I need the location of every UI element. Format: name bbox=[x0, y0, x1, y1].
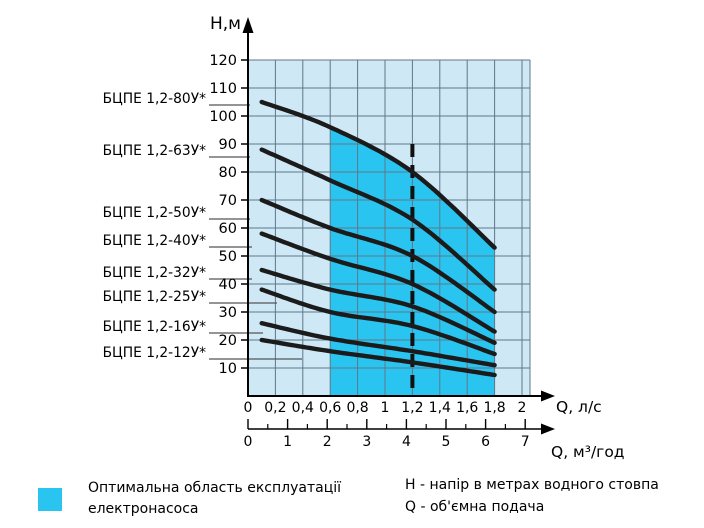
x-tick-label: 0,2 bbox=[264, 400, 286, 416]
optimal-region-swatch bbox=[38, 488, 62, 511]
pump-curve-3 bbox=[259, 197, 497, 315]
x-tick-label: 1,2 bbox=[401, 400, 423, 416]
legend-line1: Оптимальна область експлуатації bbox=[88, 480, 342, 496]
legend-line2: електронасоса bbox=[88, 501, 199, 517]
pump-label-5: БЦПЕ 1,2-32У* bbox=[103, 265, 207, 281]
y-tick-label: 120 bbox=[209, 53, 237, 69]
x-axis2-tick-label: 4 bbox=[402, 434, 411, 450]
pump-label-3: БЦПЕ 1,2-50У* bbox=[103, 205, 207, 221]
x-axis-secondary-title: Q, м³/год bbox=[551, 443, 625, 461]
x-axis2-tick-label: 2 bbox=[323, 434, 332, 450]
x-axis2-tick-label: 3 bbox=[362, 434, 371, 450]
y-tick-label: 80 bbox=[219, 165, 237, 181]
y-tick-label: 20 bbox=[219, 333, 237, 349]
pump-curve-2 bbox=[259, 147, 497, 292]
pump-label-2: БЦПЕ 1,2-63У* bbox=[103, 143, 207, 159]
y-tick-label: 60 bbox=[219, 221, 237, 237]
y-tick-label: 50 bbox=[219, 249, 237, 265]
pump-curve-4 bbox=[259, 231, 497, 334]
x-tick-label: 0,4 bbox=[292, 400, 314, 416]
y-axis-title: Н,м bbox=[210, 14, 241, 34]
y-tick-label: 90 bbox=[219, 137, 237, 153]
axis-notes: Н - напір в метрах водного стовпа Q - об… bbox=[405, 475, 659, 518]
pump-curve-5 bbox=[259, 267, 497, 345]
x-tick-label: 1,4 bbox=[429, 400, 451, 416]
x-tick-label: 1 bbox=[381, 400, 390, 416]
x-axis-arrow bbox=[541, 390, 555, 402]
x-axis2-tick-label: 5 bbox=[442, 434, 451, 450]
y-tick-label: 110 bbox=[209, 81, 237, 97]
pump-label-6: БЦПЕ 1,2-25У* bbox=[103, 289, 207, 305]
pump-label-1: БЦПЕ 1,2-80У* bbox=[103, 91, 207, 107]
legend-text: Оптимальна область експлуатації електрон… bbox=[88, 478, 341, 520]
x-tick-label: 0 bbox=[244, 400, 253, 416]
x-axis2-tick-label: 6 bbox=[481, 434, 490, 450]
legend: Оптимальна область експлуатації електрон… bbox=[38, 478, 341, 520]
y-tick-label: 70 bbox=[219, 193, 237, 209]
x-axis2-tick-label: 1 bbox=[283, 434, 292, 450]
pump-label-4: БЦПЕ 1,2-40У* bbox=[103, 233, 207, 249]
x-tick-label: 1,6 bbox=[456, 400, 478, 416]
x-axis2-tick-label: 0 bbox=[244, 434, 253, 450]
x-axis2-arrow bbox=[541, 423, 555, 435]
pump-curve-7 bbox=[259, 321, 497, 368]
note-flow-definition: Q - об'ємна подача bbox=[405, 498, 545, 515]
pump-label-7: БЦПЕ 1,2-16У* bbox=[103, 319, 207, 335]
y-tick-label: 30 bbox=[219, 305, 237, 321]
pump-curve-6 bbox=[259, 287, 497, 357]
x-tick-label: 0,6 bbox=[319, 400, 341, 416]
y-tick-label: 100 bbox=[209, 109, 237, 125]
y-tick-label: 40 bbox=[219, 277, 237, 293]
x-axis-primary-title: Q, л/с bbox=[556, 398, 602, 416]
x-tick-label: 0,8 bbox=[346, 400, 368, 416]
y-tick-label: 10 bbox=[219, 361, 237, 377]
y-axis-arrow bbox=[242, 17, 254, 33]
x-axis2-tick-label: 7 bbox=[521, 434, 530, 450]
note-head-definition: Н - напір в метрах водного стовпа bbox=[405, 477, 659, 493]
pump-label-8: БЦПЕ 1,2-12У* bbox=[103, 345, 207, 361]
x-tick-label: 2 bbox=[518, 400, 527, 416]
pump-curve-1 bbox=[259, 99, 497, 250]
pump-curve-8 bbox=[259, 337, 497, 378]
x-tick-label: 1,8 bbox=[483, 400, 505, 416]
